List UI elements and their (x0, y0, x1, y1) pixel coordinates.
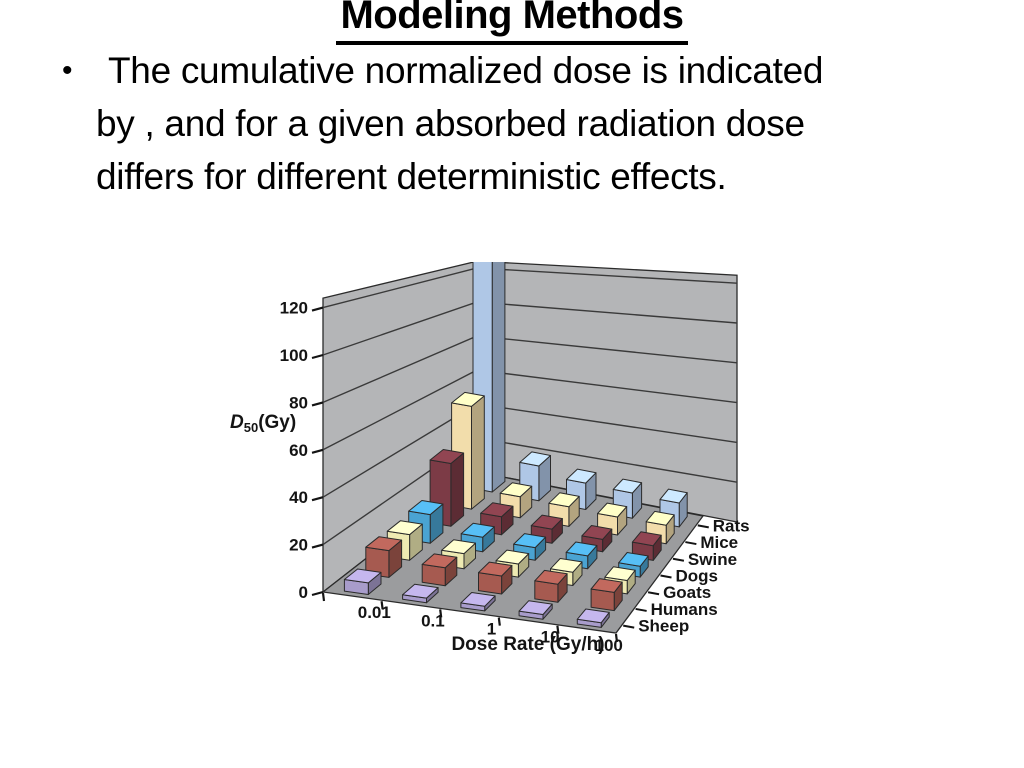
series-label-humans: Humans (651, 600, 718, 619)
bullet-item: • The cumulative normalized dose is indi… (62, 44, 952, 203)
y-tick-label-0: 0 (299, 583, 308, 602)
series-label-rats: Rats (713, 516, 750, 535)
dose-response-3d-chart: 0 20 40 60 80 100 120 D50(Gy) 0.01 0.1 1 10 100 Dose … (228, 262, 768, 660)
y-tick-label-60: 60 (289, 441, 308, 460)
bar-swine-10 (581, 525, 613, 553)
bullet-line-3: differs for different deterministic effe… (96, 156, 727, 197)
x-tick-label-10: 10 (541, 628, 560, 647)
series-tick-swine (672, 557, 685, 562)
y-axis-title: D50(Gy) (230, 412, 296, 435)
series-tick-humans (635, 607, 647, 612)
x-tick-1 (380, 601, 384, 610)
y-tick-0 (311, 590, 324, 597)
bar-sheep-0.01 (343, 568, 382, 595)
bullet-line-1: The cumulative normalized dose is indica… (108, 50, 824, 91)
bar-humans-0.01 (365, 536, 403, 578)
series-label-sheep: Sheep (638, 617, 689, 636)
y-tick-label-80: 80 (289, 393, 308, 412)
y-tick-100 (311, 353, 324, 360)
y-tick-label-120: 120 (280, 299, 308, 318)
y-tick-60 (311, 448, 324, 454)
x-tick-3 (497, 617, 501, 626)
bar-humans-100 (590, 578, 623, 612)
y-tick-label-20: 20 (289, 536, 308, 555)
bar-sheep-100 (576, 608, 610, 628)
series-tick-goats (647, 591, 660, 596)
series-label-mice: Mice (700, 533, 738, 552)
x-tick-4 (556, 625, 560, 634)
bullet-text: The cumulative normalized dose is indica… (96, 44, 823, 203)
series-tick-sheep (623, 624, 635, 629)
bar-sheep-10 (518, 600, 553, 620)
bar-humans-0.1 (421, 553, 458, 587)
x-tick-label-0.1: 0.1 (421, 611, 445, 630)
y-tick-80 (311, 401, 324, 407)
x-tick-label-100: 100 (595, 636, 623, 655)
bar-humans-1 (478, 561, 513, 595)
y-tick-20 (311, 543, 324, 549)
x-tick-label-0.01: 0.01 (358, 603, 391, 622)
bar-sheep-1 (460, 592, 496, 612)
x-axis-title: Dose Rate (Gy/h) (451, 634, 604, 655)
bar-humans-10 (534, 569, 568, 603)
bullet-line-2: by , and for a given absorbed radiation … (96, 103, 805, 144)
x-tick-2 (439, 609, 443, 618)
x-tick-0 (321, 592, 326, 602)
y-tick-40 (311, 496, 324, 502)
series-label-goats: Goats (663, 583, 711, 602)
page-title: Modeling Methods (336, 0, 688, 45)
series-tick-dogs (660, 574, 672, 579)
series-label-swine: Swine (688, 550, 737, 569)
series-label-dogs: Dogs (676, 567, 719, 586)
y-tick-label-100: 100 (280, 346, 308, 365)
series-tick-rats (697, 524, 709, 529)
x-tick-5 (614, 633, 619, 643)
series-tick-mice (685, 541, 697, 546)
y-tick-120 (311, 306, 324, 312)
bar-swine-0.1 (480, 502, 514, 536)
title-wrap: Modeling Methods (0, 0, 1024, 45)
bar-sheep-0.1 (402, 583, 439, 604)
bullet-marker: • (62, 54, 73, 87)
y-tick-label-40: 40 (289, 488, 308, 507)
x-tick-label-1: 1 (487, 620, 496, 639)
